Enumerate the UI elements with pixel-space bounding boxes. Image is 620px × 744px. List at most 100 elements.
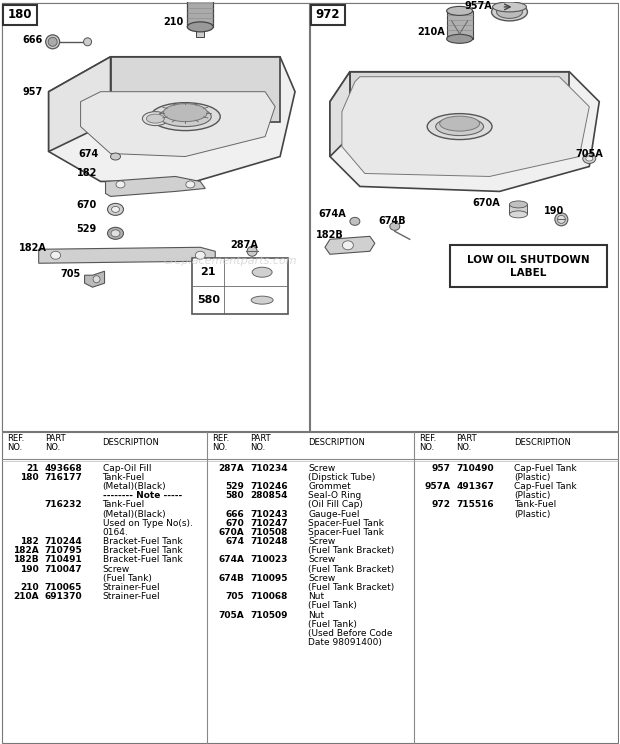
Ellipse shape	[446, 34, 472, 43]
Text: 691370: 691370	[45, 592, 82, 601]
Bar	[510, 205, 528, 214]
Bar	[197, 25, 204, 37]
Text: 666: 666	[23, 35, 43, 45]
Text: -------- Note -----: -------- Note -----	[102, 491, 182, 500]
Text: 710491: 710491	[45, 556, 82, 565]
Text: Seal-O Ring: Seal-O Ring	[308, 491, 361, 500]
Text: 210: 210	[20, 583, 38, 592]
Ellipse shape	[146, 114, 164, 123]
Text: Screw: Screw	[308, 464, 335, 472]
Ellipse shape	[107, 203, 123, 215]
Text: (Metal)(Black): (Metal)(Black)	[102, 482, 166, 491]
Text: (Fuel Tank): (Fuel Tank)	[308, 620, 357, 629]
Ellipse shape	[427, 114, 492, 140]
Text: Date 98091400): Date 98091400)	[308, 638, 382, 647]
Text: 210A: 210A	[13, 592, 38, 601]
Text: Gauge-Fuel: Gauge-Fuel	[308, 510, 360, 519]
Ellipse shape	[586, 156, 593, 161]
Text: (Fuel Tank): (Fuel Tank)	[308, 601, 357, 610]
Ellipse shape	[446, 7, 472, 16]
Ellipse shape	[440, 116, 479, 131]
Ellipse shape	[350, 217, 360, 225]
Text: 210: 210	[164, 17, 184, 27]
Text: 674: 674	[79, 149, 99, 158]
Text: 705: 705	[226, 592, 244, 601]
Text: 21: 21	[26, 464, 38, 472]
Ellipse shape	[251, 296, 273, 304]
Text: Spacer-Fuel Tank: Spacer-Fuel Tank	[308, 528, 384, 537]
Text: PART: PART	[456, 434, 477, 443]
Text: 705A: 705A	[218, 611, 244, 620]
Ellipse shape	[583, 153, 596, 164]
Text: 957: 957	[432, 464, 451, 472]
Text: 182A: 182A	[19, 243, 46, 253]
Text: Used on Type No(s).: Used on Type No(s).	[102, 519, 192, 527]
Ellipse shape	[497, 5, 523, 19]
Ellipse shape	[159, 106, 211, 126]
Ellipse shape	[195, 251, 205, 259]
Text: NO.: NO.	[212, 443, 228, 452]
Ellipse shape	[252, 267, 272, 278]
Text: Cap-Fuel Tank: Cap-Fuel Tank	[515, 482, 577, 491]
Text: REF.: REF.	[418, 434, 436, 443]
Ellipse shape	[186, 181, 195, 188]
Text: PART: PART	[45, 434, 65, 443]
Ellipse shape	[555, 213, 568, 226]
Text: 957A: 957A	[464, 1, 492, 11]
Text: 710023: 710023	[250, 556, 288, 565]
Text: REF.: REF.	[212, 434, 229, 443]
Text: 529: 529	[225, 482, 244, 491]
Text: (Plastic): (Plastic)	[515, 491, 551, 500]
Text: 580: 580	[197, 295, 219, 305]
Text: 710047: 710047	[45, 565, 82, 574]
Text: 0164.: 0164.	[102, 528, 128, 537]
Ellipse shape	[143, 112, 169, 126]
Text: Screw: Screw	[102, 565, 130, 574]
Text: 710243: 710243	[250, 510, 288, 519]
Ellipse shape	[492, 3, 528, 21]
Text: REF.: REF.	[7, 434, 24, 443]
Text: 957A: 957A	[425, 482, 451, 491]
Text: DESCRIPTION: DESCRIPTION	[102, 438, 159, 447]
Text: (Dipstick Tube): (Dipstick Tube)	[308, 473, 375, 482]
Text: 491367: 491367	[456, 482, 495, 491]
Ellipse shape	[51, 251, 61, 259]
Text: 715516: 715516	[456, 501, 494, 510]
Bar	[2, 432, 618, 743]
Ellipse shape	[247, 246, 257, 256]
Text: 710065: 710065	[45, 583, 82, 592]
Text: 182B: 182B	[316, 231, 343, 240]
Bar	[2, 3, 618, 431]
Bar	[187, 0, 213, 27]
Text: 182: 182	[77, 168, 97, 179]
Polygon shape	[49, 57, 295, 182]
Text: Grommet: Grommet	[308, 482, 351, 491]
Text: (Plastic): (Plastic)	[515, 473, 551, 482]
Text: 710509: 710509	[250, 611, 288, 620]
Text: (Fuel Tank Bracket): (Fuel Tank Bracket)	[308, 546, 394, 555]
Bar	[3, 5, 37, 25]
Text: Nut: Nut	[308, 611, 324, 620]
Text: 182: 182	[20, 537, 38, 546]
Text: 210A: 210A	[418, 27, 446, 37]
Text: Tank-Fuel: Tank-Fuel	[515, 501, 557, 510]
Polygon shape	[342, 77, 589, 176]
Text: 21: 21	[200, 267, 216, 278]
Text: 529: 529	[77, 225, 97, 234]
Text: 674: 674	[225, 537, 244, 546]
Polygon shape	[49, 57, 110, 152]
Text: Bracket-Fuel Tank: Bracket-Fuel Tank	[102, 546, 182, 555]
Text: 972: 972	[316, 8, 340, 22]
Polygon shape	[105, 176, 205, 196]
Ellipse shape	[48, 37, 57, 46]
Text: 710248: 710248	[250, 537, 288, 546]
Bar	[310, 3, 618, 431]
Text: 972: 972	[432, 501, 451, 510]
Ellipse shape	[164, 103, 207, 121]
Ellipse shape	[46, 35, 60, 49]
Text: Tank-Fuel: Tank-Fuel	[102, 473, 145, 482]
Text: 674A: 674A	[218, 556, 244, 565]
Text: 674B: 674B	[218, 574, 244, 583]
Text: DESCRIPTION: DESCRIPTION	[515, 438, 572, 447]
Ellipse shape	[510, 201, 528, 208]
